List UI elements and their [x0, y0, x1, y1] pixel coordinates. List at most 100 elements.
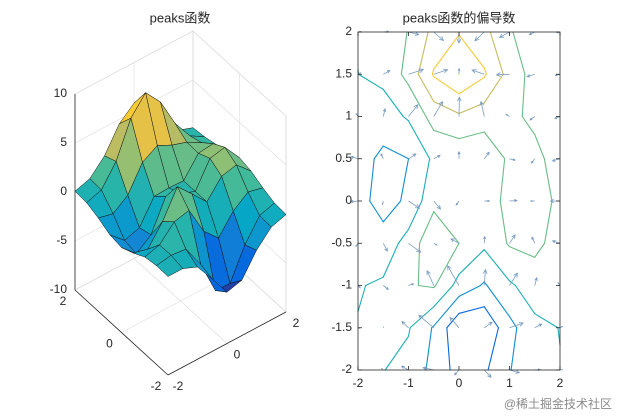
z-tick-label: -5: [56, 233, 67, 247]
contour-axes: -2 -1 0 1 2 -2 -1.5 -1 -0.5 0 0.5 1 1.5 2: [331, 24, 563, 390]
grid-line: [74, 30, 194, 95]
gradient-arrow: [457, 67, 461, 75]
gradient-arrow: [471, 69, 485, 75]
contour-segment: [506, 242, 511, 248]
gradient-arrow: [526, 73, 535, 78]
contour-segment: [544, 200, 553, 244]
gradient-arrow: [408, 31, 420, 36]
gradient-arrow: [383, 285, 389, 290]
z-tick-label: -10: [50, 282, 68, 296]
contour-segment: [425, 327, 433, 371]
gradient-arrow: [456, 96, 462, 117]
gradient-arrow: [457, 150, 461, 159]
contour-segment: [499, 200, 508, 244]
contour-segment: [407, 120, 431, 160]
surface-patch: [156, 255, 184, 277]
gradient-arrow: [483, 235, 487, 244]
gradient-arrow: [495, 72, 510, 77]
y-tick-label: 2: [60, 294, 67, 308]
contour-segment: [508, 246, 536, 258]
contour-segment: [483, 131, 506, 160]
gradient-arrow: [418, 314, 435, 329]
contour-segment: [400, 158, 410, 202]
gradient-arrow: [509, 272, 518, 286]
contour-segment: [446, 327, 451, 371]
contour-segment: [382, 242, 400, 278]
gradient-arrow: [474, 31, 485, 42]
contour-segment: [357, 284, 367, 313]
contour-segment: [458, 306, 485, 314]
contour-segment: [483, 67, 487, 75]
gradient-arrow: [447, 265, 460, 286]
gradient-arrow: [509, 199, 518, 203]
contour-segment: [512, 31, 526, 75]
x-tick-label: 2: [293, 316, 300, 330]
contour-segment: [400, 31, 408, 75]
y-tick-label: -2: [341, 362, 352, 376]
y-tick-label: -1: [341, 278, 352, 292]
z-tick-label: 5: [60, 135, 67, 149]
gradient-arrow: [383, 70, 391, 75]
contour-segment: [382, 145, 410, 160]
gradient-arrow: [559, 325, 564, 329]
contour-segment: [417, 31, 429, 75]
y-tick-label: -1.5: [331, 320, 352, 334]
contour-segment: [483, 73, 504, 104]
axis-line: [74, 289, 169, 376]
contour-segment: [433, 129, 460, 140]
y-tick-label: -2: [151, 379, 162, 393]
gradient-arrow: [509, 234, 516, 244]
gradient-arrow: [381, 200, 384, 206]
contour-segment: [409, 306, 435, 329]
x-tick-label: -2: [353, 376, 364, 390]
contour-segment: [543, 158, 553, 202]
y-tick-label: -0.5: [331, 235, 352, 249]
contour-segment: [421, 158, 431, 202]
contour-segment: [435, 242, 460, 287]
chart-title: peaks函数的偏导数: [403, 10, 516, 25]
contour-segment: [384, 335, 410, 371]
gradient-arrow: [433, 200, 442, 210]
contour-segment: [369, 158, 375, 202]
x-tick-label: 0: [456, 376, 463, 390]
gradient-arrow: [498, 31, 510, 38]
gradient-arrow: [482, 268, 488, 286]
contour-segment: [433, 76, 460, 95]
contour-segment: [534, 134, 545, 160]
gradient-arrow: [529, 116, 536, 121]
contour-segment: [418, 211, 435, 244]
x-tick-label: 0: [234, 348, 241, 362]
contour-segment: [521, 73, 526, 118]
gradient-arrow: [484, 321, 493, 329]
gradient-arrow: [449, 316, 460, 329]
contour-segment: [458, 131, 485, 140]
contour-segment: [425, 115, 435, 131]
gradient-arrow: [528, 31, 535, 35]
gradient-arrow: [408, 242, 422, 253]
y-tick-label: 1.5: [335, 66, 352, 80]
y-tick-label: 0: [106, 337, 113, 351]
contour-segment: [402, 115, 410, 122]
axis-line: [167, 311, 287, 376]
contour-segment: [479, 281, 485, 287]
contour-segment: [458, 76, 485, 95]
contour-segment: [382, 200, 402, 223]
contour-segment: [483, 249, 511, 282]
contour-segment: [534, 242, 546, 258]
contour-segment: [433, 211, 460, 244]
contour-segment: [458, 249, 485, 275]
contour-segment: [510, 327, 518, 371]
gradient-arrow: [349, 199, 359, 204]
gradient-arrow: [505, 113, 510, 117]
y-tick-label: 0.5: [335, 151, 352, 165]
gradient-arrow: [559, 368, 564, 371]
gradient-arrow: [454, 369, 460, 376]
gradient-arrow: [408, 68, 425, 75]
gradient-arrow: [382, 243, 388, 252]
contour-segment: [508, 280, 516, 287]
gradient-arrow: [479, 100, 485, 117]
contour-segment: [357, 73, 384, 90]
gradient-arrow: [433, 242, 438, 246]
